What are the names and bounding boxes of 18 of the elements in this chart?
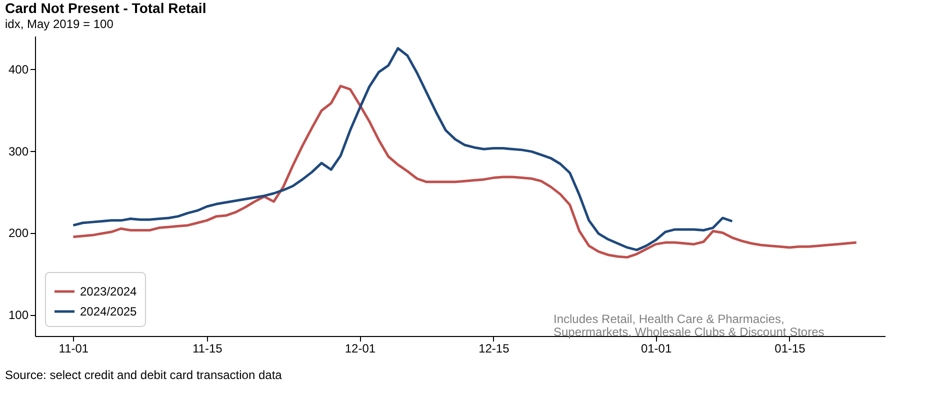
x-tick-label: 11-01 (58, 342, 89, 356)
x-tick-label: 01-15 (774, 342, 806, 356)
y-tick-label: 400 (8, 62, 29, 76)
line-series (72, 47, 734, 252)
source-note: Source: select credit and debit card transaction data (5, 368, 282, 382)
x-tick-label: 12-15 (478, 342, 510, 356)
x-tick-label: 11-15 (192, 342, 223, 356)
chart-subtitle: idx, May 2019 = 100 (5, 17, 114, 31)
line-series (72, 84, 858, 259)
y-tick-label: 200 (8, 226, 29, 240)
legend-label: 2023/2024 (80, 284, 138, 298)
chart-title: Card Not Present - Total Retail (5, 0, 206, 16)
x-tick-label: 12-01 (344, 342, 376, 356)
x-tick-label: 01-01 (640, 342, 672, 356)
y-tick-label: 100 (8, 308, 29, 322)
annotation: Includes Retail, Health Care & Pharmacies, Supermarkets, Wholesale Clubs & Discount Stores (554, 312, 824, 339)
legend-label: 2024/2025 (80, 304, 138, 318)
y-tick-label: 300 (8, 144, 29, 158)
